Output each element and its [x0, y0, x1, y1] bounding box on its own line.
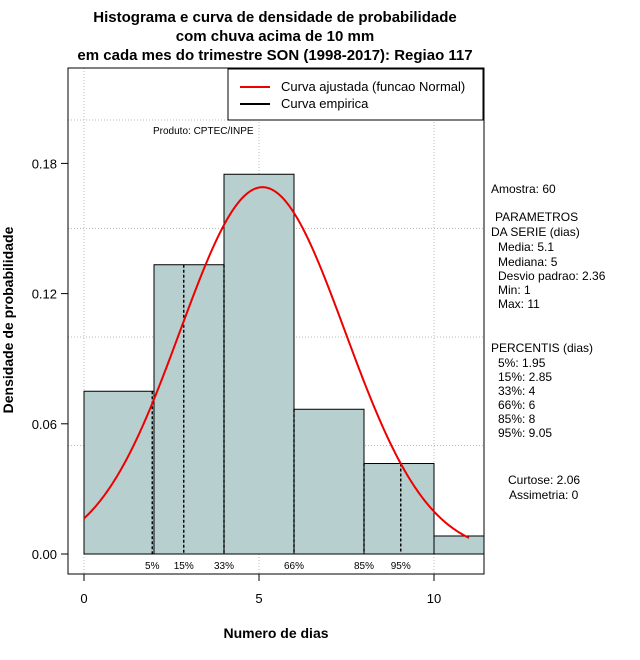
- param-sd: Desvio padrao: 2.36: [498, 269, 606, 283]
- legend: Curva ajustada (funcao Normal) Curva emp…: [227, 68, 484, 121]
- normal-curve: [83, 186, 470, 539]
- axis-ticks: 0 5 10 0.00 0.06 0.12 0.18: [32, 156, 442, 606]
- percentis-heading: PERCENTIS (dias): [491, 341, 593, 355]
- y-tick-label-0: 0.00: [32, 547, 57, 562]
- percentis-p85: 85%: 8: [498, 412, 536, 426]
- percentis-p15: 15%: 2.85: [498, 370, 552, 384]
- chart-title-line-1: Histograma e curva de densidade de proba…: [93, 9, 456, 26]
- sample-size: Amostra: 60: [491, 182, 556, 196]
- chart-title-line-3: em cada mes do trimestre SON (1998-2017)…: [77, 47, 472, 64]
- histogram-bar-4: [363, 463, 435, 555]
- statistics-panel: Amostra: 60 PARAMETROS DA SERIE (dias) M…: [491, 182, 606, 502]
- percentis-p33: 33%: 4: [498, 384, 536, 398]
- param-max: Max: 11: [498, 297, 540, 311]
- x-axis-label: Numero de dias: [223, 625, 328, 641]
- y-tick-label-3: 0.18: [32, 156, 57, 171]
- histogram-bar-2: [223, 173, 295, 555]
- chart-title-line-2: com chuva acima de 10 mm: [176, 28, 374, 45]
- percentile-label-1: 15%: [174, 561, 194, 572]
- kurtosis: Curtose: 2.06: [508, 473, 580, 487]
- histogram-bar-5: [433, 535, 485, 555]
- skewness: Assimetria: 0: [509, 488, 579, 502]
- param-median: Mediana: 5: [498, 255, 558, 269]
- percentile-lines: 5% 15% 33% 66% 85% 95%: [145, 264, 411, 572]
- params-subheading: DA SERIE (dias): [491, 225, 580, 239]
- x-tick-label-2: 10: [427, 591, 441, 606]
- normal-curve-layer: [83, 186, 470, 539]
- param-mean: Media: 5.1: [498, 240, 554, 254]
- product-annotation: Produto: CPTEC/INPE: [153, 126, 254, 137]
- param-min: Min: 1: [498, 283, 531, 297]
- percentis-p66: 66%: 6: [498, 398, 536, 412]
- percentile-label-3: 66%: [284, 561, 304, 572]
- percentis-p95: 95%: 9.05: [498, 426, 552, 440]
- legend-box: [227, 68, 484, 121]
- histogram-bars: [83, 173, 485, 555]
- legend-label-empirical: Curva empirica: [281, 96, 369, 111]
- x-tick-label-0: 0: [80, 591, 87, 606]
- histogram-bar-3: [293, 408, 365, 555]
- y-axis-label: Densidade de probabilidade: [0, 226, 16, 413]
- params-heading: PARAMETROS: [495, 210, 578, 224]
- legend-label-normal: Curva ajustada (funcao Normal): [281, 79, 465, 94]
- percentile-label-0: 5%: [145, 561, 160, 572]
- y-tick-label-1: 0.06: [32, 417, 57, 432]
- plot-frame: [67, 67, 485, 575]
- percentile-label-4: 85%: [354, 561, 374, 572]
- percentile-label-5: 95%: [391, 561, 411, 572]
- y-tick-label-2: 0.12: [32, 287, 57, 302]
- percentis-p5: 5%: 1.95: [498, 356, 546, 370]
- x-tick-label-1: 5: [255, 591, 262, 606]
- percentile-label-2: 33%: [214, 561, 234, 572]
